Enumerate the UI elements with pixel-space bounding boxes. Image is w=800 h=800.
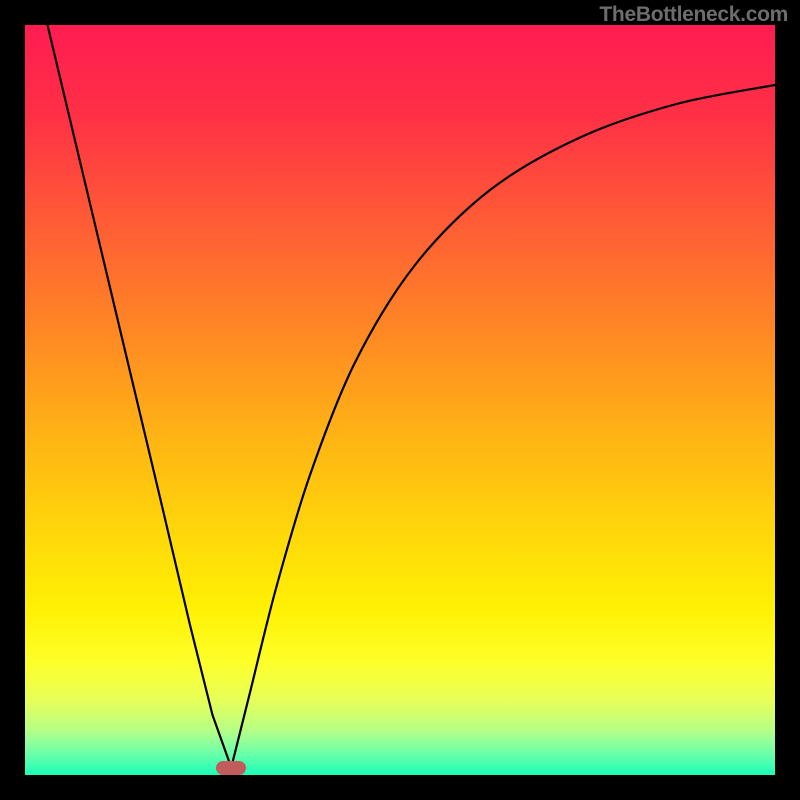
cusp-marker	[216, 761, 246, 775]
chart-svg	[0, 0, 800, 800]
watermark-label: TheBottleneck.com	[599, 3, 788, 27]
canvas-root: TheBottleneck.com	[0, 0, 800, 800]
